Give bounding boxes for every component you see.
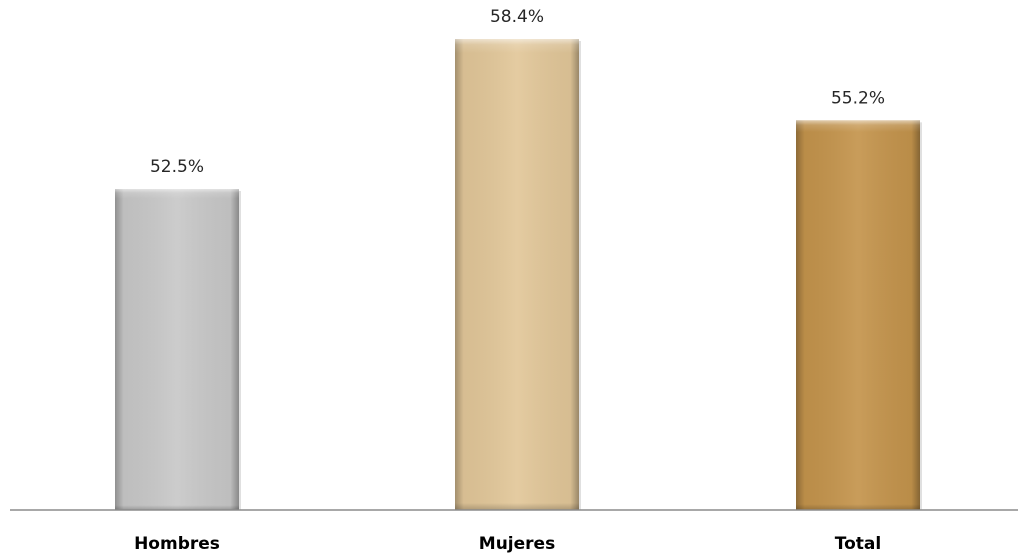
value-labels-layer: 52.5% 58.4% 55.2% <box>150 7 885 177</box>
bar-bevel-top <box>115 189 239 510</box>
bar-hombres <box>115 189 241 510</box>
data-label-mujeres: 58.4% <box>490 7 544 27</box>
category-label-hombres: Hombres <box>134 534 220 554</box>
bar-bevel-top <box>455 39 579 510</box>
bar-mujeres <box>455 39 581 510</box>
category-label-total: Total <box>835 534 881 554</box>
category-labels-layer: Hombres Mujeres Total <box>134 534 881 554</box>
category-label-mujeres: Mujeres <box>479 534 555 554</box>
bar-bevel-top <box>796 120 920 511</box>
data-label-total: 55.2% <box>831 88 885 108</box>
bar-total <box>796 120 922 511</box>
bars-layer <box>115 39 922 511</box>
data-label-hombres: 52.5% <box>150 157 204 177</box>
